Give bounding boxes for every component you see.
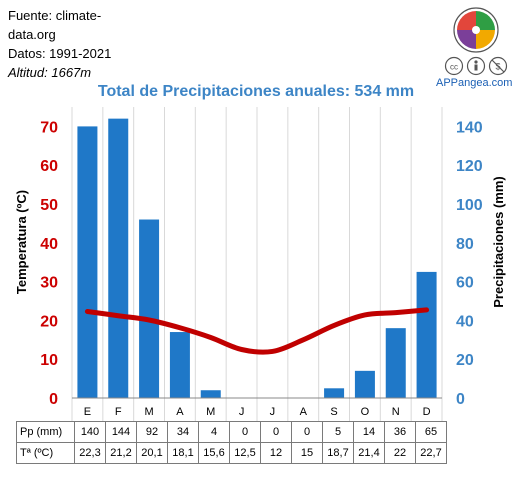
right-tick-label: 20 xyxy=(456,352,474,369)
left-axis-ticks: 0 10 20 30 40 50 60 70 xyxy=(40,119,58,408)
cell-temp: 21,2 xyxy=(105,442,137,464)
cell-temp: 18,1 xyxy=(167,442,199,464)
right-tick-label: 140 xyxy=(456,119,483,136)
cell-temp: 22 xyxy=(384,442,416,464)
cell-temp: 18,7 xyxy=(322,442,354,464)
cell-precip: 4 xyxy=(198,421,230,443)
cell-temp: 15 xyxy=(291,442,323,464)
bar xyxy=(416,271,437,398)
bar xyxy=(385,328,406,398)
bar xyxy=(354,370,375,398)
right-tick-label: 40 xyxy=(456,313,474,330)
cell-precip: 34 xyxy=(167,421,199,443)
left-tick-label: 30 xyxy=(40,275,58,292)
right-tick-label: 120 xyxy=(456,158,483,175)
bar xyxy=(108,118,129,398)
cell-precip: 140 xyxy=(74,421,106,443)
left-tick-label: 0 xyxy=(49,391,58,408)
month-label: A xyxy=(176,406,184,418)
table-row-precip: Pp (mm) 140 144 92 34 4 0 0 0 5 14 36 65 xyxy=(16,421,447,443)
chart-title: Total de Precipitaciones anuales: 534 mm xyxy=(98,83,414,100)
logo-piece xyxy=(476,11,495,30)
cell-precip: 0 xyxy=(229,421,261,443)
altitude: Altitud: 1667m xyxy=(8,63,111,82)
cell-temp: 22,7 xyxy=(415,442,447,464)
right-tick-label: 0 xyxy=(456,391,465,408)
left-tick-label: 50 xyxy=(40,197,58,214)
brand-link[interactable]: APPangea.com xyxy=(436,77,513,89)
month-label: E xyxy=(84,406,91,418)
month-label: M xyxy=(144,406,153,418)
data-table: Pp (mm) 140 144 92 34 4 0 0 0 5 14 36 65… xyxy=(16,421,447,464)
row-label-precip: Pp (mm) xyxy=(16,421,75,443)
temperature-line xyxy=(84,307,430,355)
cell-temp: 12 xyxy=(260,442,292,464)
altitude-label: Altitud: xyxy=(8,65,52,80)
data-period: Datos: 1991-2021 xyxy=(8,46,112,61)
cell-precip: 5 xyxy=(322,421,354,443)
month-label: F xyxy=(115,406,122,418)
month-label: J xyxy=(239,406,245,418)
bar xyxy=(77,126,98,399)
cc-icon: cc xyxy=(444,56,464,76)
grid xyxy=(71,107,443,421)
right-tick-label: 100 xyxy=(456,197,483,214)
bar xyxy=(169,332,190,398)
logo-piece xyxy=(457,30,476,49)
month-label: N xyxy=(392,406,400,418)
table-row-temp: Tª (ºC) 22,3 21,2 20,1 18,1 15,6 12,5 12… xyxy=(16,442,447,464)
month-label: A xyxy=(300,406,308,418)
cell-temp: 20,1 xyxy=(136,442,168,464)
left-tick-label: 60 xyxy=(40,158,58,175)
left-tick-label: 20 xyxy=(40,313,58,330)
right-tick-label: 80 xyxy=(456,236,474,253)
bar xyxy=(139,219,160,398)
cell-precip: 92 xyxy=(136,421,168,443)
month-label: D xyxy=(423,406,431,418)
svg-text:cc: cc xyxy=(450,63,458,72)
puzzle-logo-icon[interactable] xyxy=(453,7,499,53)
by-icon xyxy=(466,56,486,76)
source-info: Fuente: climate- data.org Datos: 1991-20… xyxy=(8,6,111,82)
cell-precip: 0 xyxy=(291,421,323,443)
cell-precip: 0 xyxy=(260,421,292,443)
cell-precip: 14 xyxy=(353,421,385,443)
y-axis-left-label: Temperatura (ºC) xyxy=(14,190,29,294)
month-label: M xyxy=(206,406,215,418)
logo-piece xyxy=(457,11,476,30)
altitude-value: 1667m xyxy=(51,65,92,80)
right-axis-ticks: 0 20 40 60 80 100 120 140 xyxy=(456,119,483,408)
nc-icon: $ xyxy=(488,56,508,76)
cell-temp: 22,3 xyxy=(74,442,106,464)
cell-temp: 12,5 xyxy=(229,442,261,464)
source-line-2: data.org xyxy=(8,27,56,42)
left-tick-label: 10 xyxy=(40,352,58,369)
bar xyxy=(324,388,345,398)
cell-precip: 65 xyxy=(415,421,447,443)
bars xyxy=(77,118,437,399)
bar xyxy=(200,390,221,398)
license-badges: cc $ xyxy=(444,56,508,76)
logo-piece xyxy=(476,30,495,49)
cell-temp: 21,4 xyxy=(353,442,385,464)
row-label-temp: Tª (ºC) xyxy=(16,442,75,464)
source-line-1: Fuente: climate- xyxy=(8,8,102,23)
month-label: O xyxy=(361,406,370,418)
cell-temp: 15,6 xyxy=(198,442,230,464)
left-tick-label: 40 xyxy=(40,236,58,253)
left-tick-label: 70 xyxy=(40,119,58,136)
month-label: J xyxy=(270,406,276,418)
y-axis-right-label: Precipitaciones (mm) xyxy=(491,176,506,308)
month-label: S xyxy=(330,406,337,418)
right-tick-label: 60 xyxy=(456,275,474,292)
cell-precip: 144 xyxy=(105,421,137,443)
cell-precip: 36 xyxy=(384,421,416,443)
